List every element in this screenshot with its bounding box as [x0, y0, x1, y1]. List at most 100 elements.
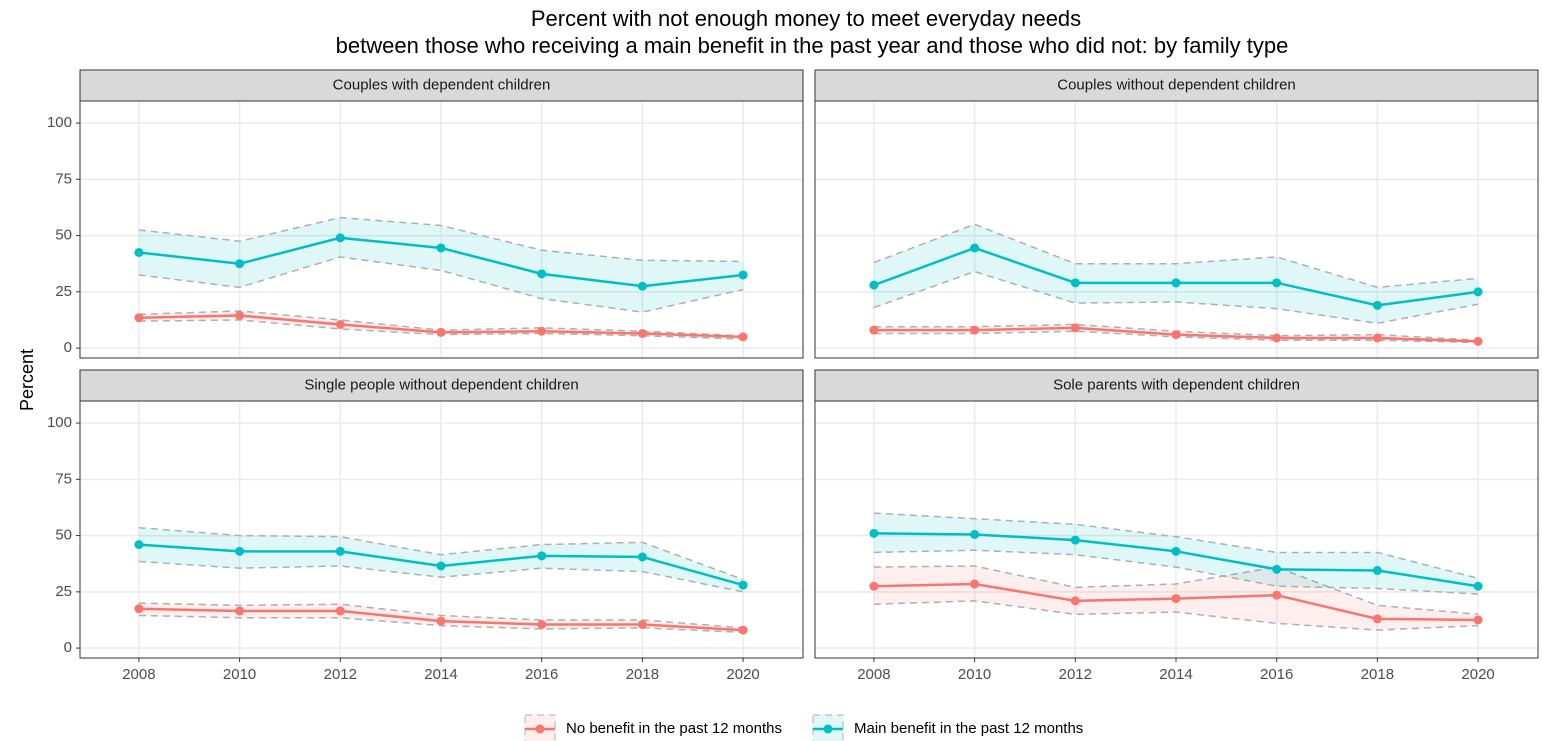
point — [738, 270, 748, 280]
y-tick-label: 75 — [55, 470, 72, 487]
ci-band — [873, 224, 1479, 324]
strip — [814, 69, 1539, 102]
ci-lower — [873, 600, 1479, 631]
x-tick-label: 2008 — [857, 666, 890, 683]
point — [738, 332, 748, 342]
x-tick-label: 2014 — [424, 666, 457, 683]
point — [1473, 615, 1483, 625]
y-tick-label: 75 — [55, 170, 72, 187]
point — [335, 319, 345, 329]
ci-band — [138, 217, 744, 313]
point — [1272, 333, 1282, 343]
y-tick-label: 50 — [55, 227, 72, 244]
x-tick-label: 2012 — [1059, 666, 1092, 683]
point — [335, 546, 345, 556]
point — [537, 619, 547, 629]
point — [436, 327, 446, 337]
ci-upper — [138, 602, 744, 629]
point — [869, 581, 879, 591]
strip-label: Couples without dependent children — [1057, 76, 1296, 93]
point — [134, 247, 144, 257]
point — [1473, 336, 1483, 346]
point — [235, 310, 245, 320]
ci-lower — [873, 549, 1479, 595]
x-tick-label: 2016 — [525, 666, 558, 683]
x-tick-label: 2012 — [324, 666, 357, 683]
y-tick-label: 0 — [64, 339, 72, 356]
strip — [79, 369, 804, 402]
strip-label: Couples with dependent children — [333, 76, 551, 93]
point — [970, 243, 980, 253]
x-tick-label: 2018 — [626, 666, 659, 683]
point — [1372, 300, 1382, 310]
strip — [79, 69, 804, 102]
legend-label: No benefit in the past 12 months — [566, 720, 782, 737]
point — [335, 606, 345, 616]
strip — [814, 369, 1539, 402]
point — [869, 325, 879, 335]
point — [738, 580, 748, 590]
y-tick-label: 50 — [55, 527, 72, 544]
point — [1070, 278, 1080, 288]
point — [1473, 581, 1483, 591]
point — [1473, 287, 1483, 297]
point — [970, 325, 980, 335]
point — [235, 259, 245, 269]
legend-label: Main benefit in the past 12 months — [854, 720, 1083, 737]
point — [537, 269, 547, 279]
ci-upper — [138, 526, 744, 581]
strip-label: Sole parents with dependent children — [1053, 376, 1300, 393]
ci-upper — [873, 565, 1479, 616]
x-tick-label: 2018 — [1361, 666, 1394, 683]
point — [134, 313, 144, 323]
ci-band — [138, 527, 744, 592]
chart-subtitle: between those who receiving a main benef… — [336, 33, 1289, 58]
point — [436, 561, 446, 571]
point — [1070, 535, 1080, 545]
ci-lower — [138, 256, 744, 313]
point — [436, 616, 446, 626]
point — [1070, 596, 1080, 606]
ci-upper — [873, 512, 1479, 580]
strip-label: Single people without dependent children — [304, 376, 578, 393]
x-tick-label: 2014 — [1159, 666, 1192, 683]
y-tick-label: 25 — [55, 283, 72, 300]
y-tick-label: 100 — [47, 114, 72, 131]
point — [637, 619, 647, 629]
y-axis-label: Percent — [17, 349, 37, 411]
point — [1171, 594, 1181, 604]
point — [235, 546, 245, 556]
ci-lower — [873, 270, 1479, 325]
point — [1070, 323, 1080, 333]
x-tick-label: 2020 — [1461, 666, 1494, 683]
point — [637, 328, 647, 338]
panel: Couples without dependent children — [814, 69, 1539, 359]
x-tick-label: 2010 — [958, 666, 991, 683]
x-tick-label: 2020 — [726, 666, 759, 683]
point — [970, 579, 980, 589]
point — [335, 233, 345, 243]
panel: Single people without dependent children… — [47, 369, 804, 683]
point — [1372, 565, 1382, 575]
x-tick-label: 2010 — [223, 666, 256, 683]
x-tick-label: 2016 — [1260, 666, 1293, 683]
panel: Couples with dependent children 0 25 50 75 10… — [47, 69, 804, 359]
legend-key-point — [823, 724, 833, 734]
point — [1272, 590, 1282, 600]
point — [134, 540, 144, 550]
panel: Sole parents with dependent children 2008… — [814, 369, 1539, 683]
point — [1171, 330, 1181, 340]
y-tick-label: 25 — [55, 583, 72, 600]
x-tick-label: 2008 — [122, 666, 155, 683]
legend-key-point — [535, 724, 545, 734]
point — [537, 551, 547, 561]
point — [637, 281, 647, 291]
point — [436, 243, 446, 253]
point — [1171, 278, 1181, 288]
chart-title: Percent with not enough money to meet ev… — [531, 6, 1081, 31]
point — [869, 528, 879, 538]
point — [1272, 564, 1282, 574]
point — [869, 280, 879, 290]
ci-lower — [138, 560, 744, 593]
